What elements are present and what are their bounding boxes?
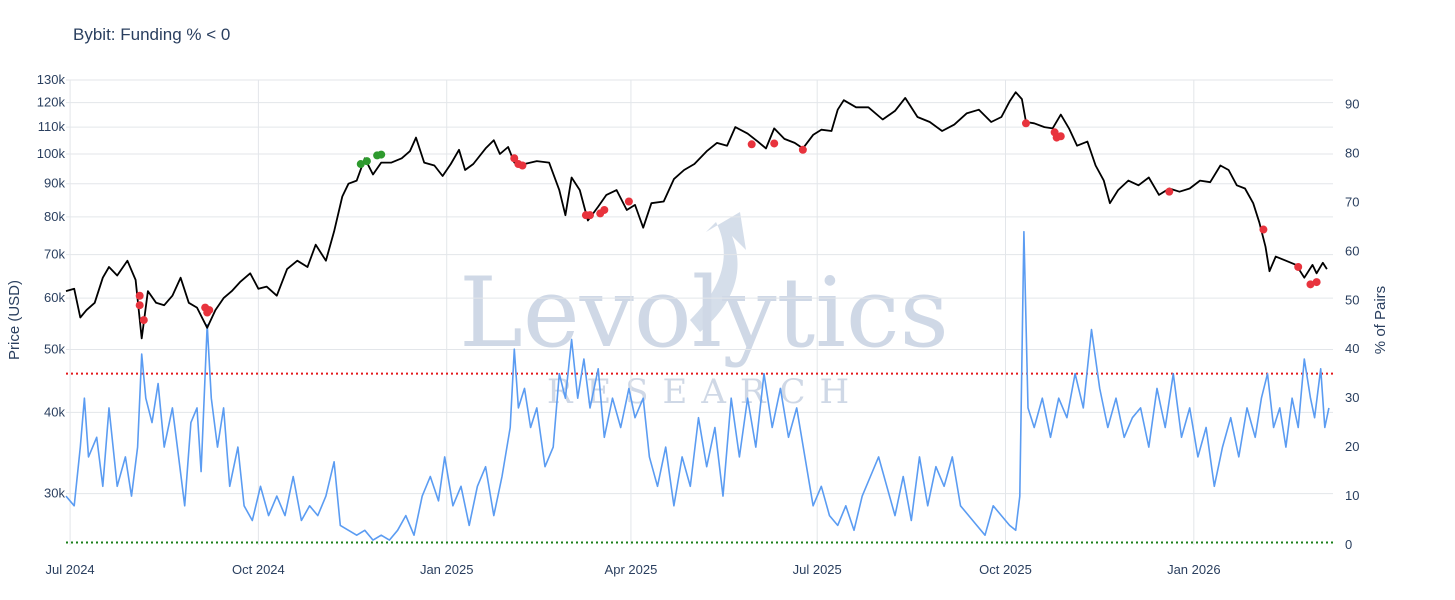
x-tick-label: Jan 2025 — [420, 562, 474, 577]
signal-marker — [377, 150, 386, 159]
y-right-tick-label: 10 — [1345, 488, 1359, 503]
y-right-tick-label: 70 — [1345, 194, 1359, 209]
left-axis-ticks: 30k 40k 50k 60k 70k 80k 90k 100k 110k 120k 130k — [37, 72, 66, 501]
y-right-tick-label: 40 — [1345, 341, 1359, 356]
x-tick-label: Jul 2025 — [793, 562, 842, 577]
signal-marker — [1312, 278, 1321, 287]
signal-marker — [139, 316, 148, 325]
y-left-tick-label: 60k — [44, 290, 65, 305]
watermark-subtitle: RESEARCH — [547, 372, 863, 412]
gridlines — [66, 79, 1333, 545]
x-tick-label: Apr 2025 — [605, 562, 658, 577]
signal-marker — [518, 161, 527, 170]
y-right-tick-label: 80 — [1345, 145, 1359, 160]
signal-marker — [1294, 262, 1303, 271]
y-left-tick-label: 50k — [44, 341, 65, 356]
signal-marker — [362, 157, 371, 166]
signal-marker — [510, 154, 519, 163]
y-right-tick-label: 90 — [1345, 96, 1359, 111]
y-axis-right-title: % of Pairs — [1372, 286, 1389, 354]
signal-marker — [1165, 187, 1174, 196]
signal-marker — [798, 145, 807, 154]
y-right-tick-label: 50 — [1345, 292, 1359, 307]
y-left-tick-label: 100k — [37, 146, 66, 161]
signal-marker — [747, 140, 756, 149]
y-left-tick-label: 30k — [44, 486, 65, 501]
y-right-tick-label: 60 — [1345, 243, 1359, 258]
signal-marker — [205, 306, 214, 315]
right-axis-ticks: 0 10 20 30 40 50 60 70 80 90 — [1345, 96, 1359, 552]
y-left-tick-label: 80k — [44, 209, 65, 224]
x-tick-label: Oct 2024 — [232, 562, 285, 577]
marker-series — [356, 150, 386, 169]
signal-marker — [1021, 119, 1030, 128]
y-right-tick-label: 20 — [1345, 439, 1359, 454]
signal-marker — [356, 160, 365, 169]
y-left-tick-label: 110k — [38, 119, 66, 134]
y-right-tick-label: 0 — [1345, 537, 1352, 552]
signal-marker — [585, 211, 594, 220]
x-tick-label: Jul 2024 — [46, 562, 95, 577]
threshold-lines — [66, 372, 1333, 544]
signal-marker — [600, 205, 609, 214]
watermark-logo: Levolytics RESEARCH — [459, 212, 949, 412]
signal-marker — [770, 139, 779, 148]
x-axis-ticks: Jul 2024 Oct 2024 Jan 2025 Apr 2025 Jul 2025… — [46, 562, 1221, 577]
series-layer — [65, 91, 1330, 541]
y-left-tick-label: 90k — [44, 176, 65, 191]
signal-marker — [1306, 280, 1315, 289]
signal-marker — [1056, 132, 1065, 141]
signal-marker — [135, 301, 144, 310]
signal-marker — [135, 291, 144, 300]
watermark-title: Levolytics — [459, 257, 949, 369]
watermark-arrow-icon — [690, 212, 746, 332]
signal-marker — [1259, 225, 1268, 234]
x-tick-label: Oct 2025 — [979, 562, 1032, 577]
marker-series — [135, 119, 1321, 325]
y-left-tick-label: 120k — [37, 95, 66, 110]
y-left-tick-label: 40k — [44, 404, 65, 419]
x-tick-label: Jan 2026 — [1167, 562, 1221, 577]
pairs-percent-line — [65, 230, 1330, 541]
chart-title: Bybit: Funding % < 0 — [73, 25, 230, 44]
y-left-tick-label: 130k — [37, 72, 66, 87]
y-axis-left-title: Price (USD) — [6, 280, 23, 360]
price-line — [65, 91, 1328, 340]
signal-marker — [624, 197, 633, 206]
y-right-tick-label: 30 — [1345, 390, 1359, 405]
y-left-tick-label: 70k — [44, 247, 65, 262]
